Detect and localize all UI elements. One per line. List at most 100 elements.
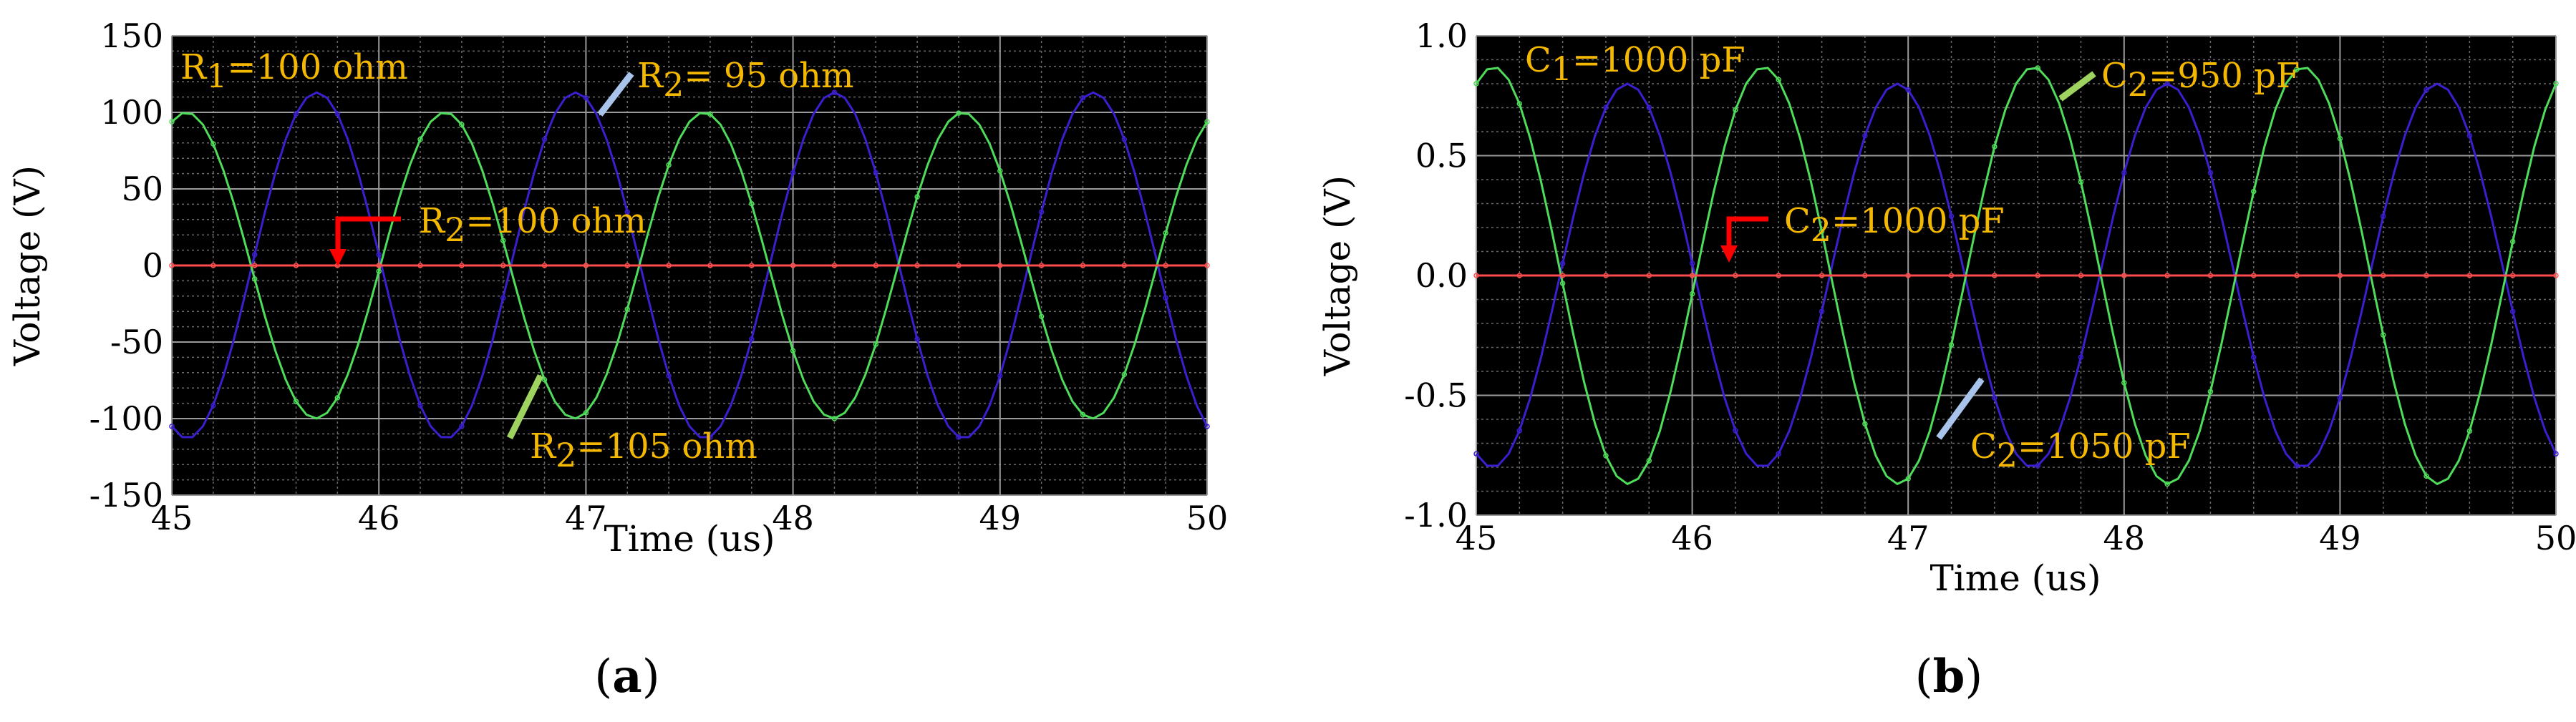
series-point-1 [169, 424, 175, 429]
series-point-1 [417, 402, 423, 409]
series-point-2 [1038, 313, 1045, 319]
x-tick-label: 50 [1186, 499, 1229, 537]
arrow-r2-100ohm-head [329, 249, 347, 266]
x-tick-label: 49 [2319, 519, 2361, 557]
series-point-2 [1819, 228, 1825, 234]
series-point-2 [1163, 230, 1168, 236]
series-point-3 [2553, 273, 2559, 278]
y-tick-label: 0.5 [1415, 137, 1468, 175]
x-tick-label: 46 [1671, 519, 1713, 557]
series-point-3 [1862, 273, 1868, 278]
annotation-r1-100ohm: R1=100 ohm [180, 47, 408, 95]
annotation-c2-950pf: C2=950 pF [2101, 56, 2300, 104]
series-point-2 [1473, 81, 1479, 87]
series-point-1 [1038, 209, 1045, 215]
series-point-2 [1603, 453, 1609, 459]
series-point-3 [459, 263, 465, 268]
y-tick-label: -150 [89, 476, 163, 514]
series-point-3 [1473, 273, 1479, 278]
x-tick-labels-b: 45 46 47 48 49 50 [1456, 519, 2576, 557]
series-point-1 [1646, 104, 1652, 110]
series-point-3 [417, 263, 423, 268]
series-point-1 [790, 170, 796, 176]
series-point-1 [334, 111, 341, 117]
series-point-1 [2121, 170, 2127, 176]
series-point-3 [1516, 273, 1523, 278]
series-point-2 [334, 395, 341, 401]
series-point-2 [831, 416, 838, 421]
series-point-3 [2078, 273, 2084, 278]
series-point-1 [2035, 463, 2040, 469]
y-tick-labels-b: -1.0 -0.5 0.0 0.5 1.0 [1404, 16, 1468, 535]
series-point-1 [997, 373, 1003, 379]
series-point-2 [1516, 101, 1523, 107]
series-point-2 [583, 410, 589, 416]
series-point-3 [790, 263, 796, 268]
series-point-1 [1733, 428, 1738, 434]
panel-b: -1.0 -0.5 0.0 0.5 1.0 45 46 47 48 49 50 Time (us)… [1317, 16, 2576, 703]
series-point-1 [583, 95, 589, 101]
series-point-1 [1473, 451, 1479, 457]
arrow-c2-1050pf [1936, 377, 1985, 440]
series-point-1 [293, 111, 299, 117]
series-point-1 [2294, 463, 2300, 469]
x-axis-label-b: Time (us) [1929, 557, 2101, 599]
series-point-2 [210, 141, 216, 147]
series-point-3 [583, 263, 589, 268]
series-point-2 [956, 110, 962, 116]
series-point-1 [541, 136, 548, 142]
series-point-3 [2380, 273, 2386, 278]
x-tick-label: 46 [358, 499, 400, 537]
series-point-2 [2553, 81, 2559, 87]
y-tick-label: 1.0 [1415, 16, 1468, 55]
series-point-3 [1689, 273, 1695, 278]
arrow-r2-105ohm [506, 374, 544, 439]
y-tick-label: 100 [100, 93, 163, 132]
series-point-3 [749, 263, 755, 268]
series-point-3 [541, 263, 548, 268]
series-point-3 [2466, 273, 2473, 278]
panel-label-a: (a) [594, 650, 659, 703]
series-point-1 [749, 336, 755, 342]
series-line-2 [1475, 67, 2557, 486]
series-point-3 [1905, 273, 1911, 278]
series-point-3 [2424, 273, 2429, 278]
series-point-1 [2337, 395, 2343, 401]
annotation-c2-1050pf: C2=1050 pF [1970, 426, 2191, 474]
series-line-1 [1475, 82, 2557, 467]
series-point-2 [2207, 389, 2214, 395]
series-point-2 [417, 137, 423, 142]
x-tick-label: 48 [2103, 519, 2146, 557]
annotation-c1-1000pf: C1=1000 pF [1525, 40, 1745, 88]
y-axis-label-a: Voltage (V) [6, 165, 48, 366]
series-point-2 [500, 238, 506, 243]
y-tick-label: 0 [142, 246, 163, 285]
series-point-2 [2251, 188, 2257, 195]
series-point-3 [914, 263, 920, 268]
series-point-3 [210, 263, 216, 268]
series-point-1 [2207, 170, 2214, 176]
series-point-1 [376, 252, 382, 258]
series-point-2 [790, 348, 796, 353]
series-point-3 [376, 263, 382, 268]
series-point-1 [1204, 424, 1210, 429]
series-point-1 [210, 402, 216, 409]
series-point-2 [914, 194, 920, 200]
series-point-2 [749, 201, 755, 207]
series-point-1 [624, 209, 630, 215]
series-point-2 [541, 376, 548, 383]
arrow-c2-1000pf-head [1720, 245, 1738, 263]
series-point-1 [1992, 395, 1998, 401]
series-point-2 [997, 168, 1003, 174]
series-point-3 [1038, 263, 1045, 268]
series-point-3 [707, 263, 713, 268]
series-point-2 [2121, 380, 2127, 386]
series-point-2 [1204, 119, 1210, 125]
series-point-2 [1862, 421, 1868, 427]
series-point-2 [2337, 135, 2343, 142]
series-point-1 [1559, 260, 1566, 266]
series-point-1 [666, 373, 672, 379]
series-point-3 [2251, 273, 2257, 278]
series-point-1 [2553, 451, 2559, 457]
